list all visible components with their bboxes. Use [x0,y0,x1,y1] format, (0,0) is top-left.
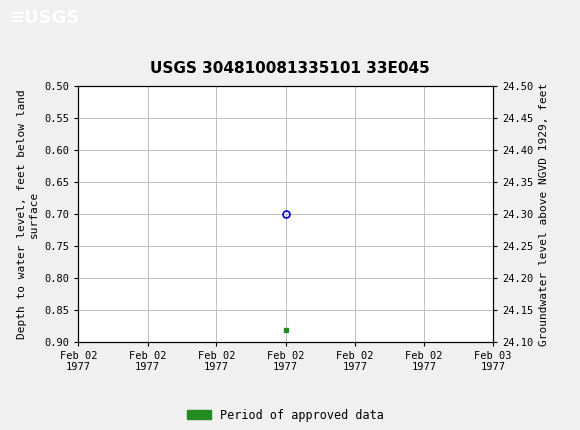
Y-axis label: Depth to water level, feet below land
surface: Depth to water level, feet below land su… [17,89,39,339]
Legend: Period of approved data: Period of approved data [183,404,389,427]
Text: USGS 304810081335101 33E045: USGS 304810081335101 33E045 [150,61,430,77]
Y-axis label: Groundwater level above NGVD 1929, feet: Groundwater level above NGVD 1929, feet [539,82,549,346]
Text: ≡USGS: ≡USGS [9,9,79,27]
